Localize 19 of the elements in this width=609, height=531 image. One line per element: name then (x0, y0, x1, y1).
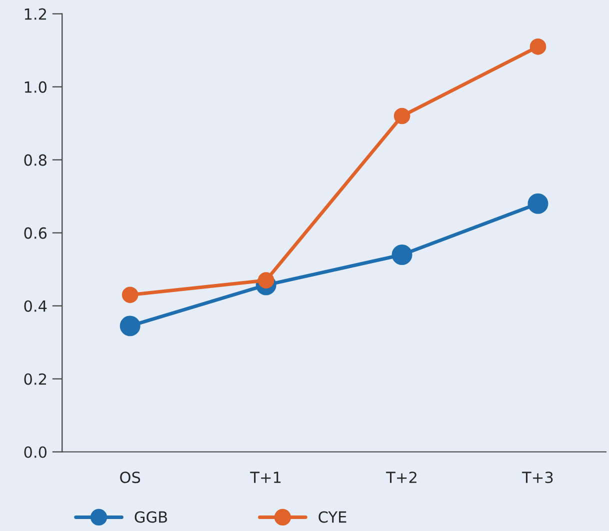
point (392, 244, 412, 265)
point (394, 108, 410, 124)
y-tick-label: 0.8 (24, 154, 46, 166)
point (530, 38, 546, 55)
point (120, 316, 140, 336)
x-tick-label: OS (120, 472, 140, 484)
x-tick-label: T+3 (522, 472, 553, 484)
point (528, 193, 548, 214)
y-tick-label: 0.6 (24, 227, 47, 239)
y-tick-label: 0.4 (24, 300, 47, 312)
legend-label: CYE (318, 511, 346, 523)
y-tick-label: 0.2 (24, 373, 46, 385)
x-tick-label: T+1 (250, 472, 281, 483)
point (122, 286, 138, 304)
y-tick-label: 1.0 (24, 81, 47, 93)
x-tick-label: T+2 (386, 472, 416, 483)
legend-label: GGB (134, 511, 167, 523)
y-tick-label: 0.0 (24, 446, 47, 458)
y-tick-label: 1.2 (24, 8, 46, 20)
